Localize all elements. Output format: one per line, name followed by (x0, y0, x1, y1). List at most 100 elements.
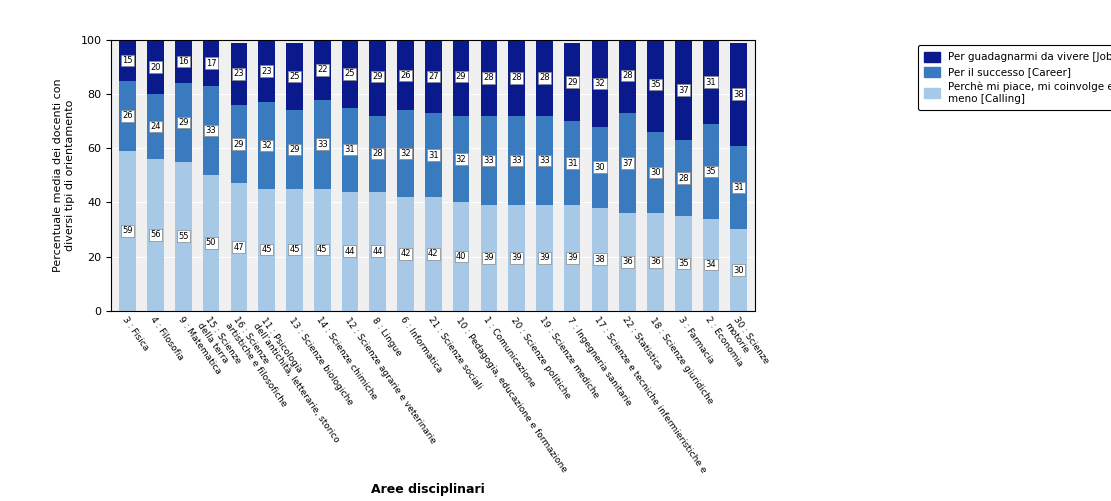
Bar (536, 116, 552, 205)
Text: 33: 33 (511, 156, 522, 165)
Bar (397, 110, 413, 197)
Text: 29: 29 (233, 140, 244, 149)
Bar (286, 110, 302, 189)
Text: Aree disciplinari: Aree disciplinari (371, 483, 484, 496)
Y-axis label: Percentuale media dei docenti con
diversi tipi di orientamento: Percentuale media dei docenti con divers… (53, 79, 74, 272)
Text: 35: 35 (678, 259, 689, 268)
Bar (341, 40, 358, 108)
Bar (730, 146, 747, 229)
Bar (313, 189, 330, 311)
Bar (230, 43, 247, 105)
Bar (647, 213, 663, 311)
Bar (591, 208, 608, 311)
Text: 42: 42 (428, 249, 439, 259)
Bar (313, 100, 330, 189)
Bar (313, 40, 330, 100)
Text: 23: 23 (233, 70, 244, 78)
Text: 59: 59 (122, 226, 133, 235)
Text: 55: 55 (178, 232, 189, 240)
Bar (563, 43, 580, 121)
Bar (369, 191, 386, 311)
Bar (674, 140, 691, 216)
Text: 56: 56 (150, 230, 161, 239)
Bar (258, 102, 274, 189)
Text: 32: 32 (456, 155, 467, 164)
Bar (202, 40, 219, 86)
Bar (424, 40, 441, 113)
Bar (730, 229, 747, 311)
Text: 23: 23 (261, 67, 272, 76)
Bar (120, 151, 136, 311)
Bar (424, 197, 441, 311)
Text: 29: 29 (289, 145, 300, 154)
Text: 45: 45 (317, 245, 328, 254)
Bar (536, 40, 552, 116)
Bar (674, 216, 691, 311)
Text: 25: 25 (344, 70, 356, 78)
Text: 28: 28 (622, 71, 633, 80)
Text: 29: 29 (456, 72, 467, 81)
Text: 31: 31 (733, 183, 744, 192)
Text: 26: 26 (122, 111, 133, 120)
Text: 44: 44 (344, 246, 356, 256)
Bar (730, 43, 747, 146)
Bar (619, 213, 635, 311)
Bar (508, 116, 524, 205)
Text: 39: 39 (483, 254, 494, 263)
Bar (702, 218, 719, 311)
Text: 28: 28 (539, 74, 550, 83)
Text: 32: 32 (261, 141, 272, 150)
Text: 38: 38 (594, 255, 605, 264)
Legend: Per guadagnarmi da vivere [Job], Per il successo [Career], Perchè mi piace, mi c: Per guadagnarmi da vivere [Job], Per il … (918, 45, 1111, 110)
Text: 39: 39 (567, 254, 578, 263)
Bar (674, 40, 691, 140)
Bar (452, 202, 469, 311)
Text: 35: 35 (650, 80, 661, 89)
Bar (147, 40, 163, 94)
Text: 47: 47 (233, 242, 244, 252)
Bar (258, 189, 274, 311)
Text: 45: 45 (261, 245, 272, 254)
Bar (508, 40, 524, 116)
Bar (647, 38, 663, 132)
Bar (424, 113, 441, 197)
Text: 16: 16 (178, 57, 189, 66)
Text: 30: 30 (594, 163, 605, 172)
Bar (341, 108, 358, 191)
Bar (341, 191, 358, 311)
Text: 32: 32 (400, 149, 411, 158)
Bar (174, 83, 191, 162)
Bar (508, 205, 524, 311)
Bar (480, 40, 497, 116)
Bar (230, 105, 247, 183)
Bar (369, 38, 386, 116)
Bar (258, 40, 274, 102)
Text: 17: 17 (206, 59, 217, 68)
Bar (452, 116, 469, 202)
Bar (397, 40, 413, 110)
Bar (202, 175, 219, 311)
Bar (619, 113, 635, 213)
Text: 31: 31 (344, 145, 356, 154)
Bar (619, 38, 635, 113)
Text: 37: 37 (678, 86, 689, 95)
Text: 26: 26 (400, 71, 411, 80)
Bar (702, 124, 719, 218)
Text: 44: 44 (372, 246, 383, 256)
Text: 29: 29 (178, 118, 189, 127)
Bar (702, 40, 719, 124)
Text: 24: 24 (150, 122, 161, 131)
Text: 28: 28 (483, 74, 494, 83)
Text: 36: 36 (650, 258, 661, 267)
Text: 28: 28 (511, 74, 522, 83)
Text: 39: 39 (511, 254, 522, 263)
Text: 29: 29 (567, 78, 578, 87)
Bar (591, 40, 608, 127)
Bar (174, 40, 191, 83)
Text: 28: 28 (678, 173, 689, 182)
Text: 33: 33 (483, 156, 494, 165)
Text: 30: 30 (650, 168, 661, 177)
Bar (230, 183, 247, 311)
Text: 15: 15 (122, 56, 133, 65)
Bar (397, 197, 413, 311)
